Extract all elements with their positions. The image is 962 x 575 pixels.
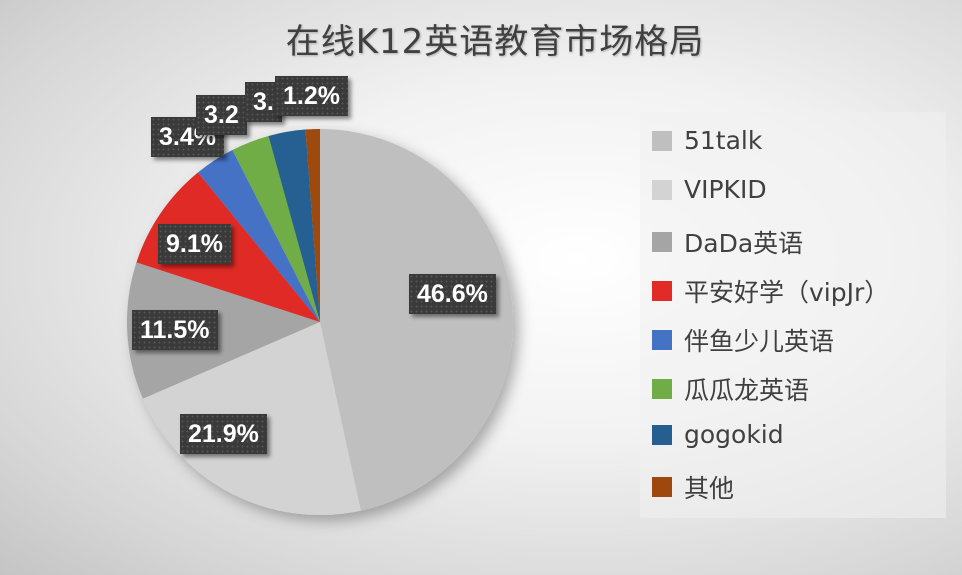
legend-swatch	[652, 379, 672, 399]
legend-swatch	[652, 232, 672, 252]
legend-item-51talk: 51talk	[652, 126, 762, 155]
legend-item-dada: DaDa英语	[652, 224, 803, 260]
legend-item-vipjr: 平安好学（vipJr）	[652, 273, 889, 309]
legend-item-vipkid: VIPKID	[652, 175, 767, 204]
data-label-51talk: 46.6%	[409, 274, 496, 314]
pie-slice-banyu	[197, 150, 320, 322]
pie-slice-gualong	[232, 136, 320, 322]
data-label-vipkid: 21.9%	[180, 414, 267, 454]
pie-slice-other	[305, 129, 320, 322]
pie-slice-51talk	[320, 129, 513, 511]
legend-item-gogokid: gogokid	[652, 420, 784, 449]
data-label-dada: 11.5%	[132, 310, 218, 350]
legend-item-other: 其他	[652, 469, 734, 505]
legend-swatch	[652, 130, 672, 151]
legend-swatch	[652, 477, 672, 497]
pie-slice-dada	[127, 262, 321, 399]
data-label-gualong: 3.2	[196, 95, 247, 135]
legend-item-gualong: 瓜瓜龙英语	[652, 371, 809, 407]
legend-swatch	[652, 179, 672, 200]
pie-slice-gogokid	[268, 129, 320, 322]
legend-swatch	[652, 330, 672, 350]
legend: 51talk VIPKID DaDa英语 平安好学（vipJr） 伴鱼少儿英语 …	[640, 112, 946, 518]
legend-swatch	[652, 424, 672, 445]
data-label-other: 1.2%	[275, 76, 348, 116]
chart-title: 在线K12英语教育市场格局	[285, 22, 705, 62]
data-label-vipjr: 9.1%	[158, 224, 231, 264]
legend-item-banyu: 伴鱼少儿英语	[652, 322, 834, 358]
legend-swatch	[652, 281, 672, 301]
